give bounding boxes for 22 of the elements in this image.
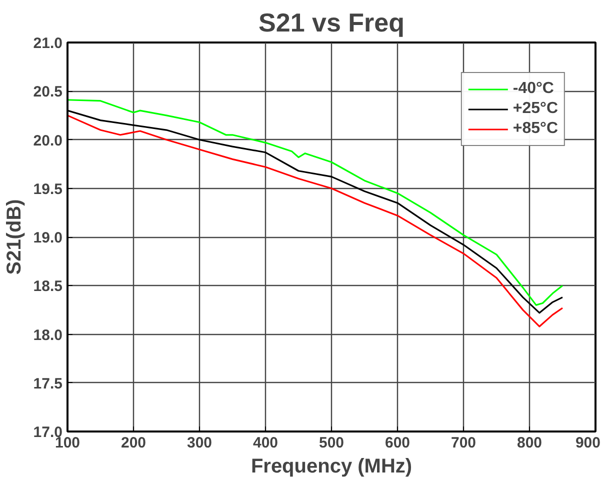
y-tick-label: 21.0 (33, 35, 63, 52)
x-tick-label: 800 (516, 434, 542, 452)
x-axis-title: Frequency (MHz) (250, 456, 412, 478)
y-tick-label: 18.0 (33, 326, 63, 344)
legend-label: +85°C (512, 120, 558, 138)
y-tick-label: 18.5 (33, 278, 63, 296)
x-tick-label: 300 (186, 434, 212, 452)
legend-label: +25°C (512, 100, 558, 118)
x-tick-label: 700 (450, 434, 476, 452)
x-tick-label: 900 (575, 434, 601, 452)
y-tick-label: 19.5 (33, 180, 63, 198)
legend-label: -40°C (512, 80, 554, 98)
y-tick-label: 19.0 (33, 230, 63, 246)
y-tick-label: 20.0 (33, 132, 63, 150)
chart-title: S21 vs Freq (258, 8, 404, 38)
y-axis-title: S21(dB) (3, 199, 26, 275)
x-tick-label: 500 (318, 434, 344, 452)
x-tick-label: 200 (120, 434, 146, 452)
y-tick-label: 20.5 (33, 84, 63, 101)
y-tick-label: 17.5 (33, 375, 63, 392)
x-tick-label: 400 (252, 434, 278, 452)
x-tick-label: 600 (384, 434, 410, 452)
